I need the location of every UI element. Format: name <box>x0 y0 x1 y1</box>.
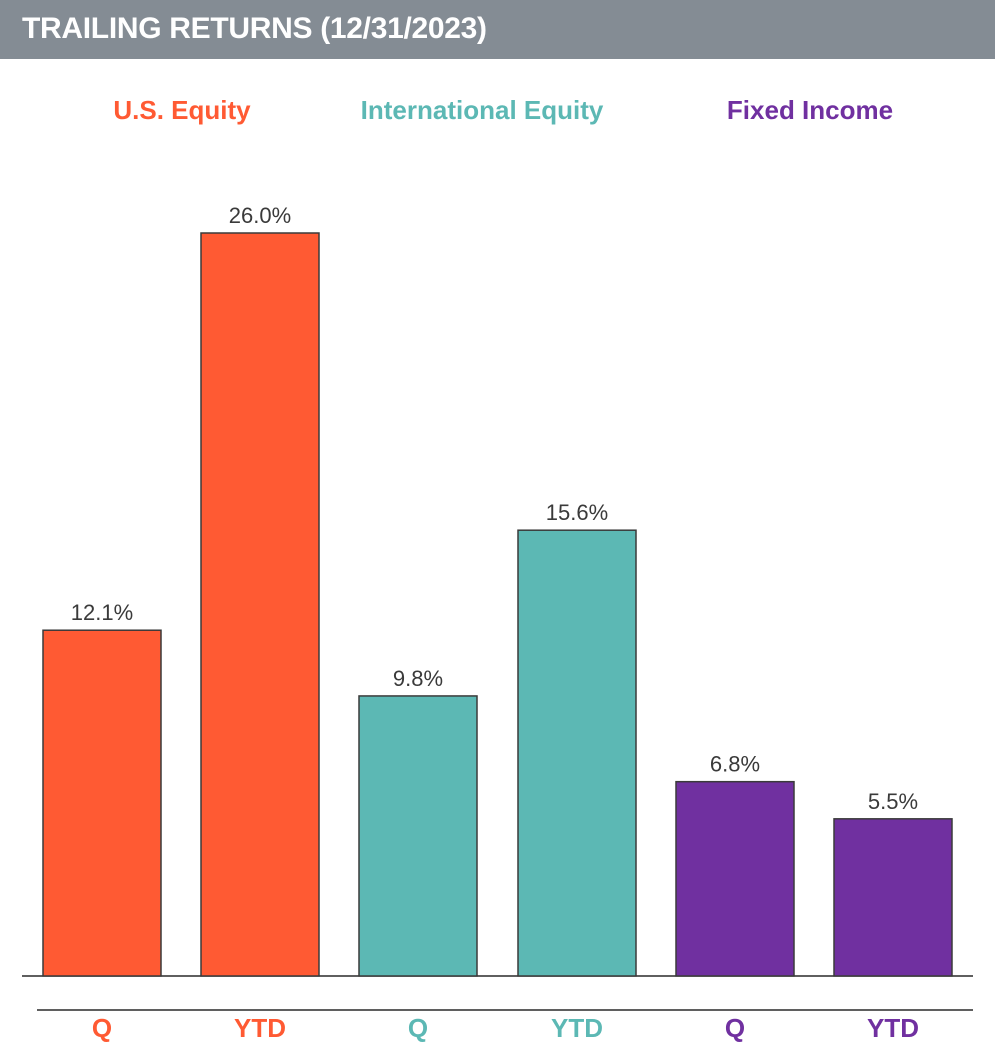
value-label-0-ytd: 26.0% <box>229 203 291 228</box>
bar-0-ytd <box>200 232 320 977</box>
bar-2-ytd <box>833 818 953 977</box>
chart-title: TRAILING RETURNS (12/31/2023) <box>22 12 487 45</box>
category-label-2-ytd: YTD <box>867 1013 919 1043</box>
bar-0-q <box>42 629 162 977</box>
category-label-0-ytd: YTD <box>234 1013 286 1043</box>
title-banner: TRAILING RETURNS (12/31/2023) <box>0 0 995 59</box>
value-label-1-q: 9.8% <box>393 666 443 691</box>
value-label-2-ytd: 5.5% <box>868 789 918 814</box>
value-label-1-ytd: 15.6% <box>546 500 608 525</box>
group-label-international-equity: International Equity <box>360 95 604 125</box>
bar-1-ytd <box>517 529 637 977</box>
category-label-1-q: Q <box>408 1013 428 1043</box>
group-label-fixed-income: Fixed Income <box>726 95 894 125</box>
category-label-2-q: Q <box>725 1013 745 1043</box>
value-label-2-q: 6.8% <box>710 752 760 777</box>
category-label-0-q: Q <box>92 1013 112 1043</box>
value-label-0-q: 12.1% <box>71 600 133 625</box>
bar-1-q <box>358 695 478 977</box>
group-label-us-equity: U.S. Equity <box>113 95 251 125</box>
category-label-1-ytd: YTD <box>551 1013 603 1043</box>
bar-2-q <box>675 780 795 977</box>
